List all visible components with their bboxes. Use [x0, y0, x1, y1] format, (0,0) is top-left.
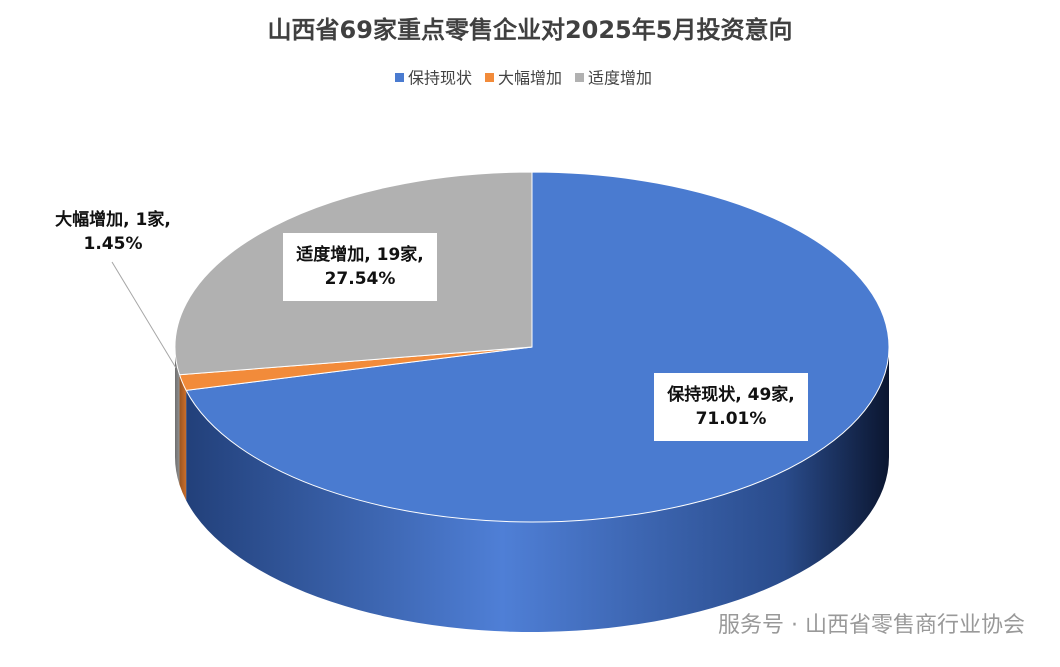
label-box [654, 373, 808, 441]
data-label: 适度增加, 19家, [296, 244, 424, 265]
data-label: 27.54% [325, 269, 396, 289]
data-label: 1.45% [84, 234, 143, 254]
data-label: 保持现状, 49家, [666, 384, 795, 405]
chart-title: 山西省69家重点零售企业对2025年5月投资意向 [268, 16, 793, 44]
leader-line [111, 261, 177, 369]
legend-label: 保持现状 [408, 69, 472, 88]
legend-label: 大幅增加 [498, 69, 562, 88]
legend-swatch [485, 73, 494, 82]
slice-side [175, 347, 180, 485]
data-label: 71.01% [696, 409, 767, 429]
data-label: 大幅增加, 1家, [55, 209, 171, 230]
slice-side [179, 374, 187, 501]
watermark: 服务号 · 山西省零售商行业协会 [718, 613, 1025, 638]
legend-swatch [395, 73, 404, 82]
legend-label: 适度增加 [588, 69, 652, 88]
slice-side [186, 347, 890, 633]
legend-swatch [575, 73, 584, 82]
label-box [283, 233, 437, 301]
